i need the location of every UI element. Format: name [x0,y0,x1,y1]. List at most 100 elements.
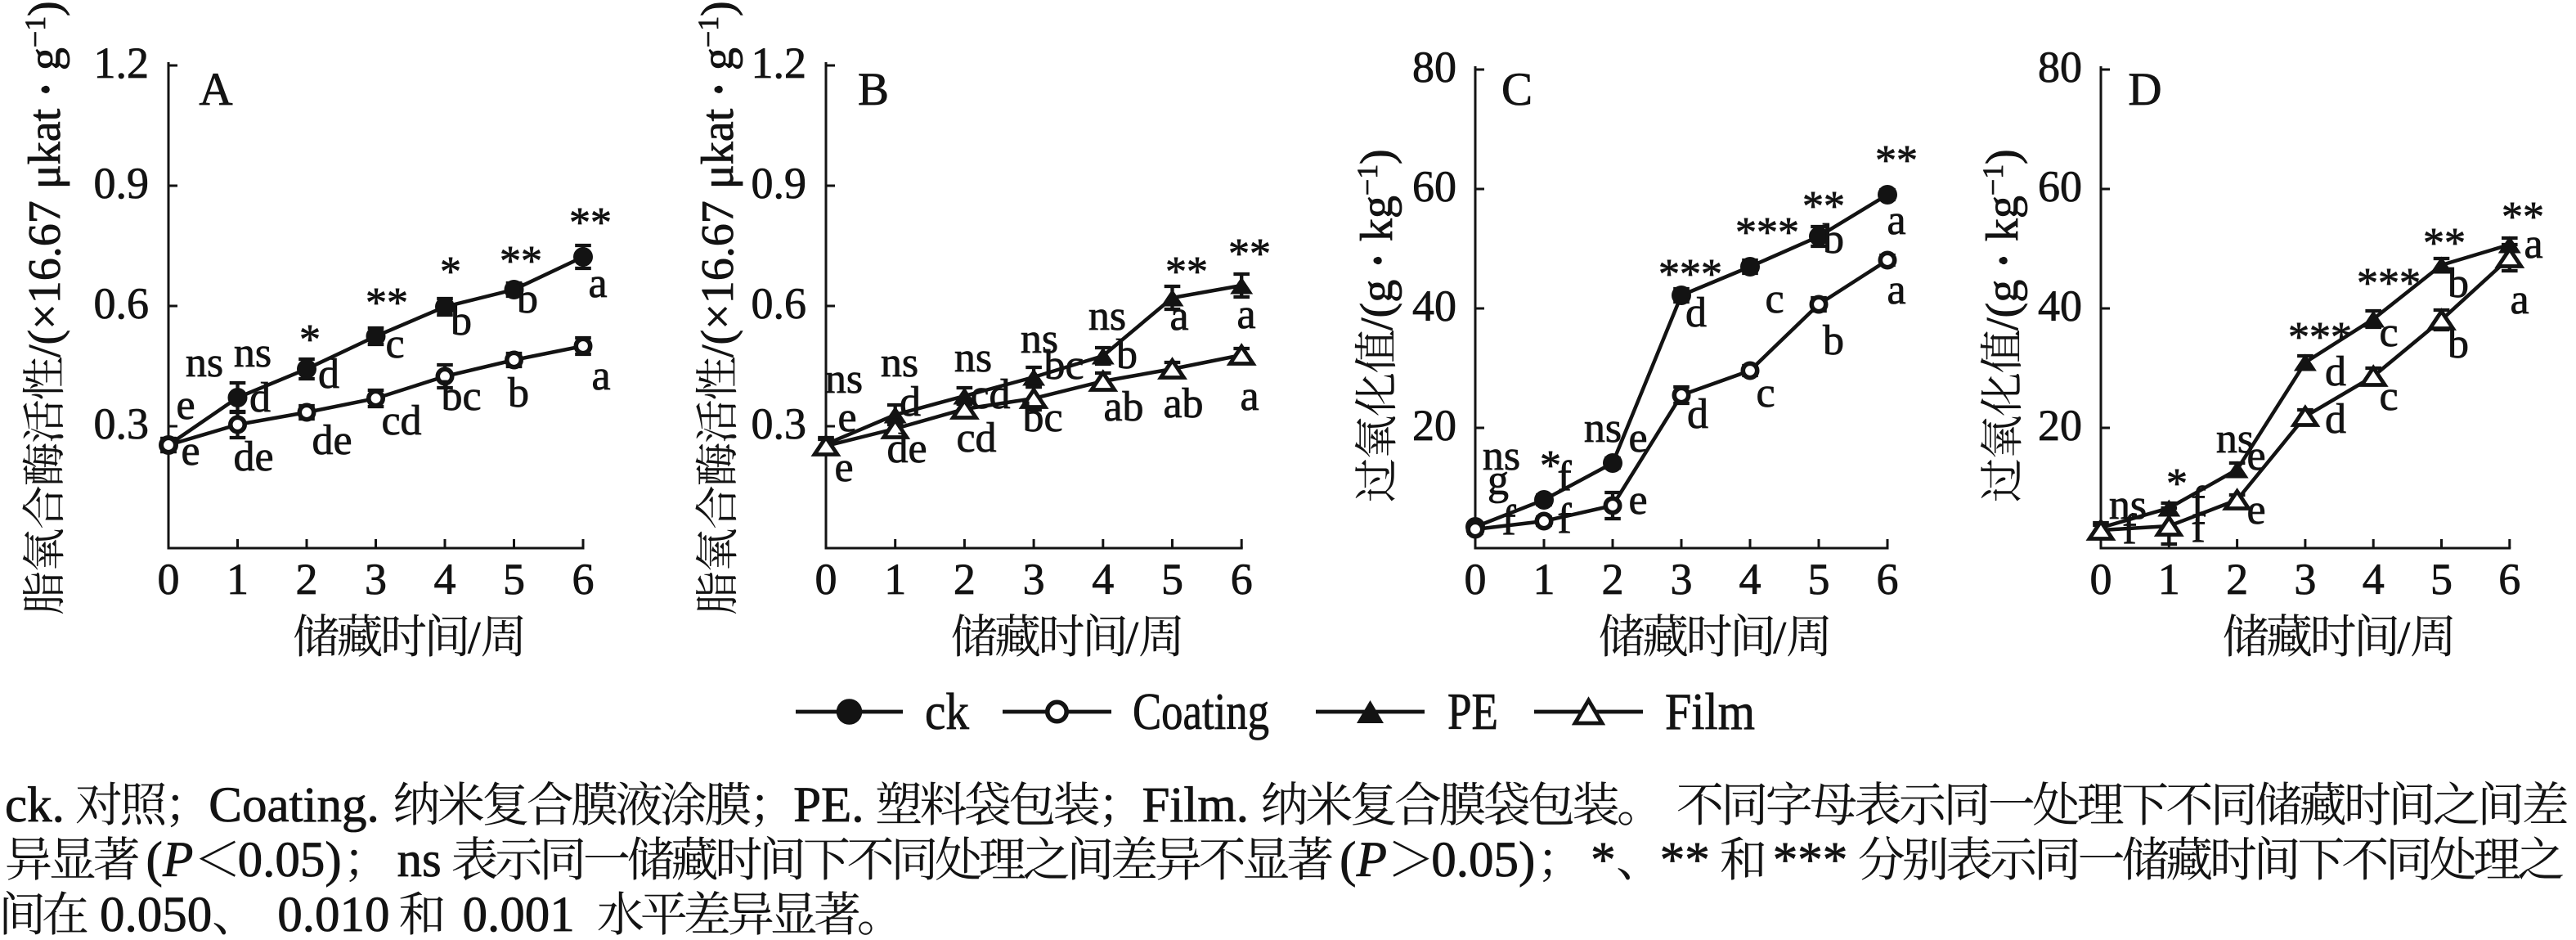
svg-text:Coating: Coating [1133,683,1269,740]
svg-text:c: c [2379,373,2398,420]
svg-text:b: b [2448,321,2469,367]
svg-text:ns: ns [954,335,992,381]
svg-text:ck.: ck. [5,778,65,833]
svg-text:e: e [181,428,200,474]
svg-text:b: b [1823,216,1844,263]
svg-text:4: 4 [1739,555,1761,604]
svg-text:1.2: 1.2 [752,38,807,88]
svg-text:c: c [1765,276,1784,322]
svg-text:3: 3 [2294,555,2316,604]
svg-text:***: *** [1735,209,1799,256]
svg-text:d: d [249,375,271,421]
svg-text:ab: ab [1163,380,1203,427]
svg-text:6: 6 [1877,555,1899,604]
svg-text:/(×16.67 μkat · g: /(×16.67 μkat · g [20,47,70,358]
svg-text:a: a [1240,373,1259,420]
svg-text:e: e [834,444,853,491]
svg-text:1: 1 [1533,555,1555,604]
svg-text:0.6: 0.6 [94,279,150,328]
svg-text:ns: ns [1021,316,1058,362]
svg-text:B: B [858,64,889,115]
svg-text:a: a [1887,197,1905,244]
svg-text:ns: ns [2216,416,2254,462]
svg-text:**: ** [500,238,542,285]
svg-text:*: * [1591,833,1616,888]
svg-text:a: a [1887,267,1905,313]
svg-text:a: a [588,260,607,307]
svg-text:b: b [451,298,472,344]
svg-text:P: P [1356,833,1387,888]
svg-text:−1: −1 [1351,164,1384,196]
svg-text:***: *** [2288,314,2352,361]
svg-text:b: b [2448,260,2469,307]
svg-text:80: 80 [1412,43,1456,92]
svg-text:/(×16.67 μkat · g: /(×16.67 μkat · g [693,47,743,358]
svg-text:0.05): 0.05) [238,833,342,888]
svg-text:**: ** [366,280,408,326]
svg-text:0.05): 0.05) [1431,833,1535,888]
svg-text:40: 40 [1412,281,1456,331]
svg-text:***: *** [1773,833,1848,888]
svg-text:4: 4 [2363,555,2385,604]
svg-text:d: d [1687,391,1708,438]
svg-text:4: 4 [434,555,456,604]
svg-text:0.001: 0.001 [463,888,575,936]
svg-text:ns: ns [397,833,442,888]
svg-text:0: 0 [815,555,837,604]
svg-text:/: / [468,613,481,663]
svg-text:d: d [2325,396,2346,443]
svg-text:*: * [299,317,321,363]
svg-text:*: * [440,249,461,295]
svg-text:0.010: 0.010 [277,888,389,936]
svg-text:cd: cd [381,398,421,444]
svg-text:f: f [1557,496,1572,542]
svg-text:e: e [2246,487,2265,533]
svg-text:**: ** [1660,833,1710,888]
svg-text:bc: bc [441,373,481,420]
svg-text:a: a [591,353,610,399]
svg-text:d: d [2325,349,2346,395]
svg-text:de: de [233,434,273,480]
svg-text:20: 20 [1412,401,1456,450]
svg-text:): ) [1977,149,2028,164]
svg-text:e: e [2246,433,2265,479]
svg-text:A: A [199,64,232,115]
svg-text:**: ** [1875,137,1918,184]
svg-text:**: ** [1228,231,1271,277]
svg-text:20: 20 [2038,401,2082,450]
svg-text:***: *** [2357,260,2421,307]
svg-text:a: a [1236,291,1255,338]
svg-text:f: f [1557,453,1572,500]
svg-text:/: / [1126,613,1139,663]
svg-text:1: 1 [884,555,906,604]
svg-text:a: a [2524,221,2542,268]
svg-text:2: 2 [296,555,318,604]
svg-text:**: ** [1802,183,1845,230]
svg-text:**: ** [2423,220,2466,267]
svg-text:40: 40 [2038,281,2082,331]
svg-text:Film: Film [1665,683,1755,740]
svg-text:5: 5 [2430,555,2453,604]
svg-text:0: 0 [1465,555,1487,604]
svg-text:P: P [162,833,193,888]
svg-text:2: 2 [1602,555,1624,604]
svg-text:3: 3 [365,555,387,604]
svg-text:0.9: 0.9 [752,159,807,208]
svg-text:6: 6 [1231,555,1253,604]
svg-text:1.2: 1.2 [94,38,150,88]
svg-text:4: 4 [1092,555,1114,604]
svg-text:60: 60 [1412,162,1456,211]
svg-text:(: ( [146,833,163,888]
svg-text:d: d [1685,290,1707,336]
svg-text:ns: ns [234,330,272,376]
svg-text:de: de [312,417,352,464]
svg-text:ck: ck [925,683,969,740]
svg-text:d: d [318,351,339,398]
svg-text:cd: cd [956,415,996,461]
svg-text:ab: ab [1103,384,1143,430]
svg-text:5: 5 [503,555,525,604]
svg-text:Coating.: Coating. [209,778,379,833]
svg-text:0: 0 [158,555,180,604]
svg-text:b: b [517,276,538,322]
svg-text:d: d [900,379,921,425]
